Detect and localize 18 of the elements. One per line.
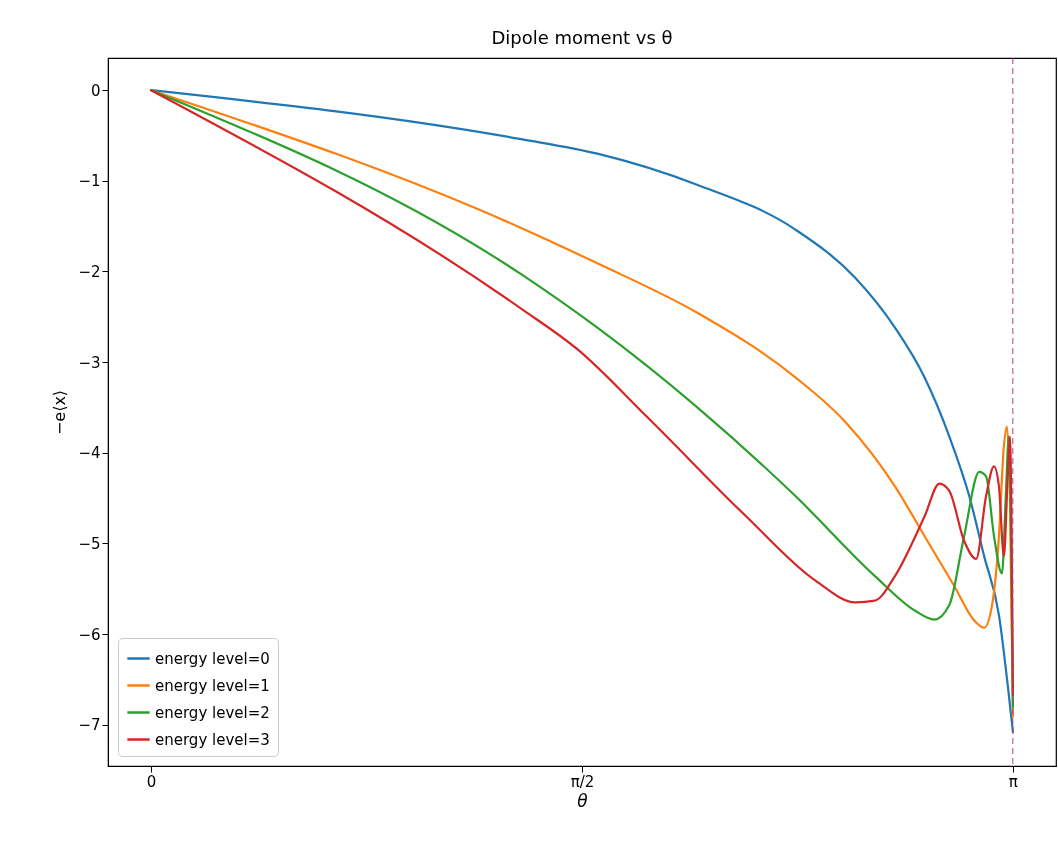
legend-label: energy level=0	[155, 649, 270, 668]
y-tick-label: −7	[78, 716, 101, 735]
legend-label: energy level=2	[155, 703, 270, 722]
y-tick-label: −1	[78, 172, 101, 191]
x-tick-label: π	[1008, 772, 1018, 791]
y-tick-label: −5	[78, 534, 101, 553]
y-tick-label: −2	[78, 262, 101, 281]
x-tick-label: π/2	[570, 772, 595, 791]
y-tick-label: −3	[78, 353, 101, 372]
legend-label: energy level=3	[155, 730, 270, 749]
y-tick-label: 0	[90, 81, 101, 100]
legend-label: energy level=1	[155, 676, 270, 695]
x-axis-title: θ	[577, 790, 589, 811]
y-tick-label: −4	[78, 444, 101, 463]
y-tick-label: −6	[78, 625, 101, 644]
y-axis-title: −e⟨x⟩	[50, 389, 70, 436]
chart-title: Dipole moment vs θ	[491, 26, 673, 48]
x-tick-label: 0	[146, 772, 157, 791]
